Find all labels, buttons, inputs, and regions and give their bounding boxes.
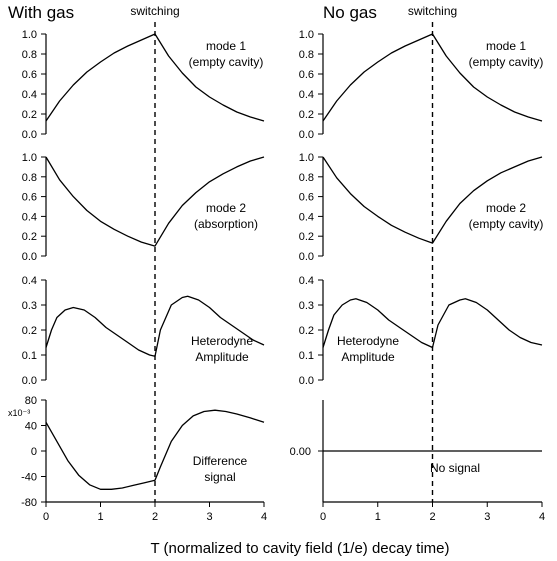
y-tick-label: -40 bbox=[21, 472, 37, 484]
switching-label: switching bbox=[408, 4, 457, 18]
y-tick-label: 0.2 bbox=[299, 231, 314, 243]
y-tick-label: 0.0 bbox=[299, 129, 314, 141]
y-tick-label: 80 bbox=[25, 395, 37, 407]
y-tick-label: 0.2 bbox=[299, 325, 314, 337]
panel-annotation: (empty cavity) bbox=[189, 55, 264, 69]
panel-annotation: mode 1 bbox=[206, 39, 246, 53]
column-titles: With gas switching No gas switching bbox=[8, 3, 457, 22]
x-tick-label: 2 bbox=[429, 511, 435, 523]
panel-annotation: (empty cavity) bbox=[469, 217, 544, 231]
series-line bbox=[322, 156, 543, 244]
panel-annotation: Difference bbox=[193, 454, 248, 468]
x-tick-label: 0 bbox=[320, 511, 326, 523]
y-tick-label: 1.0 bbox=[299, 29, 314, 41]
x-tick-label: 2 bbox=[152, 511, 158, 523]
x-tick-label: 4 bbox=[539, 511, 545, 523]
y-tick-label: 1.0 bbox=[22, 29, 37, 41]
series-line bbox=[322, 298, 543, 349]
panel-no-gas-difference: 0.00 0 1 2 3 4 No signal bbox=[290, 400, 545, 523]
y-tick-label: 0.8 bbox=[299, 172, 314, 184]
y-tick-label: 0 bbox=[31, 446, 37, 458]
panel-annotation: Amplitude bbox=[341, 350, 395, 364]
panel-no-gas-mode2: 0.0 0.2 0.4 0.6 0.8 1.0 mode 2 (empty cavity) bbox=[299, 152, 544, 263]
y-tick-label: 0.6 bbox=[299, 192, 314, 204]
y-tick-label: 0.0 bbox=[299, 251, 314, 263]
y-multiplier-label: x10⁻³ bbox=[8, 408, 30, 418]
panel-annotation: (empty cavity) bbox=[469, 55, 544, 69]
y-tick-label: 0.4 bbox=[22, 89, 37, 101]
y-tick-label: 0.8 bbox=[22, 172, 37, 184]
series-line bbox=[45, 156, 265, 247]
y-tick-label: 0.1 bbox=[22, 350, 37, 362]
panel-with-gas-heterodyne: 0.0 0.1 0.2 0.3 0.4 Heterodyne Amplitude bbox=[22, 275, 265, 387]
y-tick-label: 0.6 bbox=[299, 69, 314, 81]
panel-annotation: mode 1 bbox=[486, 39, 526, 53]
y-tick-label: 0.2 bbox=[22, 325, 37, 337]
x-tick-label: 1 bbox=[375, 511, 381, 523]
y-tick-label: 0.3 bbox=[22, 300, 37, 312]
panel-with-gas-mode2: 0.0 0.2 0.4 0.6 0.8 1.0 mode 2 (absorption) bbox=[22, 152, 265, 263]
y-tick-label: 0.2 bbox=[22, 109, 37, 121]
series-line bbox=[45, 409, 265, 490]
column-title: No gas bbox=[323, 3, 377, 22]
panel-annotation: mode 2 bbox=[486, 201, 526, 215]
y-tick-label: 0.8 bbox=[22, 49, 37, 61]
panel-no-gas-heterodyne: 0.0 0.1 0.2 0.3 0.4 Heterodyne Amplitude bbox=[299, 275, 543, 387]
panel-annotation: (absorption) bbox=[194, 217, 258, 231]
panel-annotation: signal bbox=[204, 470, 235, 484]
y-tick-label: 0.4 bbox=[22, 211, 37, 223]
value-label: 0.00 bbox=[290, 446, 311, 458]
panel-annotation: No signal bbox=[430, 461, 480, 475]
y-tick-label: 0.6 bbox=[22, 69, 37, 81]
y-tick-label: -80 bbox=[21, 497, 37, 509]
switching-lines bbox=[154, 22, 434, 502]
x-tick-label: 4 bbox=[261, 511, 267, 523]
y-tick-label: 0.0 bbox=[22, 375, 37, 387]
series-line bbox=[45, 295, 265, 357]
y-tick-label: 0.2 bbox=[22, 231, 37, 243]
panel-annotation: Heterodyne bbox=[337, 334, 399, 348]
y-tick-label: 0.1 bbox=[299, 350, 314, 362]
y-tick-label: 0.0 bbox=[299, 375, 314, 387]
x-tick-label: 1 bbox=[97, 511, 103, 523]
y-tick-label: 0.8 bbox=[299, 49, 314, 61]
x-tick-label: 0 bbox=[43, 511, 49, 523]
y-tick-label: 0.0 bbox=[22, 251, 37, 263]
y-tick-label: 1.0 bbox=[299, 152, 314, 164]
panel-no-gas-mode1: 0.0 0.2 0.4 0.6 0.8 1.0 mode 1 (empty cavity) bbox=[299, 29, 544, 141]
x-tick-label: 3 bbox=[206, 511, 212, 523]
y-tick-label: 40 bbox=[25, 421, 37, 433]
y-tick-label: 0.3 bbox=[299, 300, 314, 312]
panel-with-gas-mode1: 0.0 0.2 0.4 0.6 0.8 1.0 mode 1 (empty cavity) bbox=[22, 29, 265, 141]
y-tick-label: 0.6 bbox=[22, 192, 37, 204]
y-tick-label: 1.0 bbox=[22, 152, 37, 164]
x-axis-label: T (normalized to cavity field (1/e) deca… bbox=[151, 540, 450, 557]
column-title: With gas bbox=[8, 3, 74, 22]
x-tick-label: 3 bbox=[484, 511, 490, 523]
y-tick-label: 0.2 bbox=[299, 109, 314, 121]
panel-annotation: Heterodyne bbox=[191, 334, 253, 348]
y-tick-label: 0.4 bbox=[22, 275, 37, 287]
panel-annotation: Amplitude bbox=[195, 350, 249, 364]
y-tick-label: 0.4 bbox=[299, 89, 314, 101]
y-tick-label: 0.4 bbox=[299, 211, 314, 223]
panel-annotation: mode 2 bbox=[206, 201, 246, 215]
y-tick-label: 0.4 bbox=[299, 275, 314, 287]
y-tick-label: 0.0 bbox=[22, 129, 37, 141]
switching-label: switching bbox=[130, 4, 179, 18]
